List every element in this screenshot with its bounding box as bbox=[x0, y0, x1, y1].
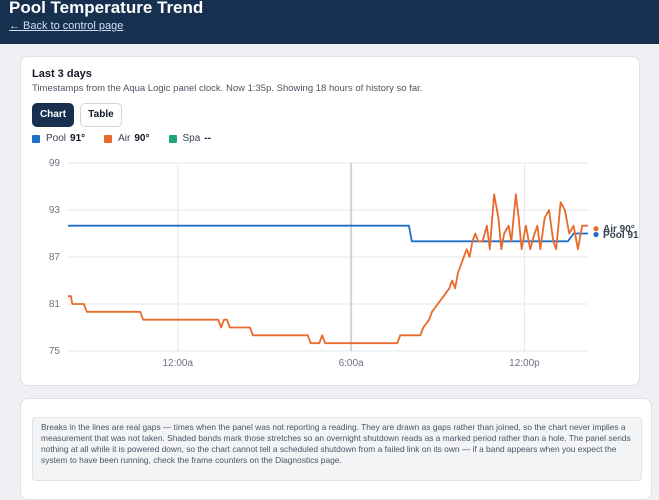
pool-end-label: Pool 91° bbox=[603, 230, 639, 241]
y-tick-label: 93 bbox=[49, 205, 61, 216]
tab-table[interactable]: Table bbox=[80, 103, 122, 127]
y-tick-label: 99 bbox=[49, 158, 61, 169]
panel-heading: Last 3 days bbox=[32, 68, 92, 80]
x-tick-label: 12:00p bbox=[509, 358, 540, 369]
x-tick-label: 6:00a bbox=[339, 358, 364, 369]
info-panel: Breaks in the lines are real gaps — time… bbox=[20, 398, 652, 500]
trend-panel: Last 3 days Timestamps from the Aqua Log… bbox=[20, 56, 640, 386]
x-tick-label: 12:00a bbox=[162, 358, 193, 369]
pool-swatch-icon bbox=[32, 134, 40, 143]
legend-label: Pool bbox=[46, 133, 67, 144]
y-tick-label: 75 bbox=[49, 346, 61, 357]
legend-value: 90° bbox=[134, 133, 150, 144]
air-swatch-icon bbox=[104, 134, 113, 143]
pool-end-marker bbox=[593, 231, 599, 238]
app-header: Pool Temperature Trend ← Back to control… bbox=[0, 0, 659, 44]
y-tick-label: 87 bbox=[49, 252, 61, 263]
back-link[interactable]: ← Back to control page bbox=[9, 20, 124, 32]
legend-value: -- bbox=[204, 133, 211, 144]
legend-item-air[interactable]: Air 90° bbox=[104, 133, 150, 144]
y-tick-label: 81 bbox=[49, 299, 61, 310]
legend-item-pool[interactable]: Pool 91° bbox=[32, 133, 85, 144]
page-title: Pool Temperature Trend bbox=[9, 0, 204, 17]
legend-label: Spa bbox=[182, 133, 201, 144]
air-series-line bbox=[68, 193, 588, 345]
legend: Pool 91° Air 90° Spa -- bbox=[32, 133, 230, 144]
spa-swatch-icon bbox=[168, 134, 177, 143]
tab-chart[interactable]: Chart bbox=[32, 103, 74, 127]
gap-explanation-note: Breaks in the lines are real gaps — time… bbox=[32, 417, 642, 481]
legend-label: Air bbox=[118, 133, 131, 144]
air-end-label: Air 90° bbox=[603, 224, 635, 235]
legend-item-spa[interactable]: Spa -- bbox=[168, 133, 211, 144]
panel-subtitle: Timestamps from the Aqua Logic panel clo… bbox=[32, 83, 423, 94]
air-end-marker bbox=[593, 226, 599, 232]
legend-value: 91° bbox=[70, 133, 86, 144]
